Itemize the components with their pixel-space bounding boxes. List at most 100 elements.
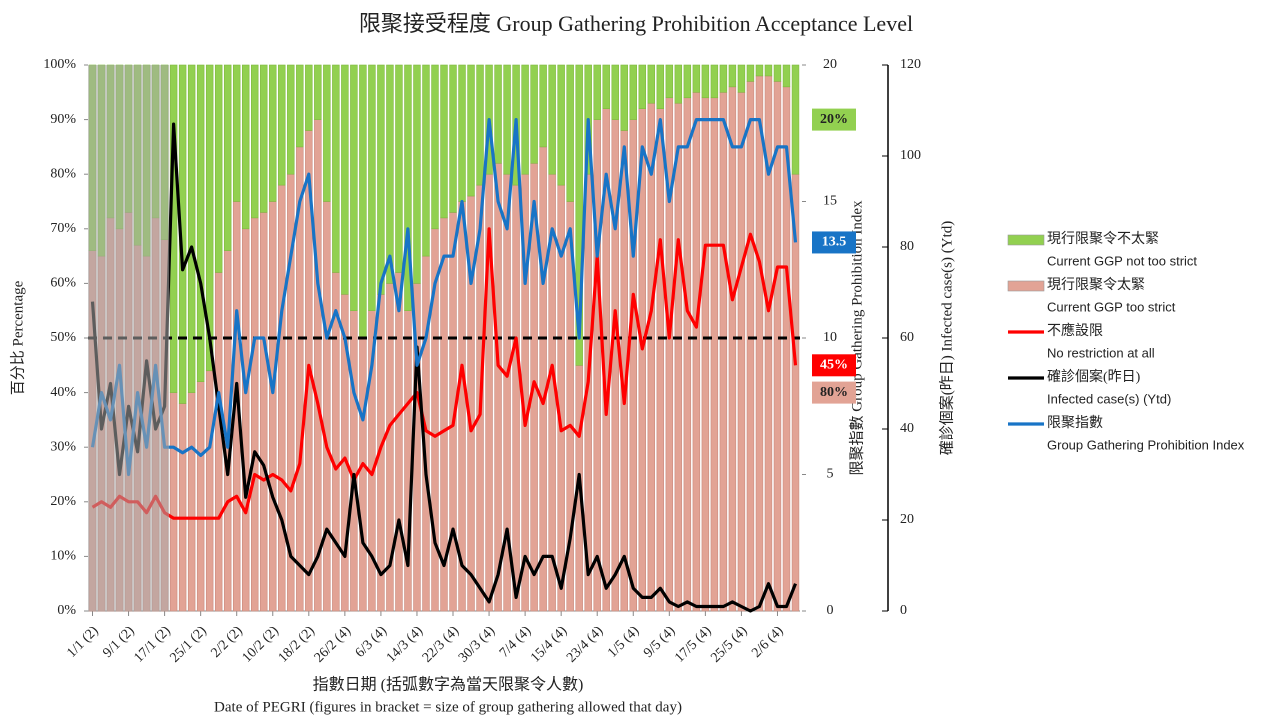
bar <box>692 92 701 612</box>
y-tick-label: 10% <box>50 549 76 564</box>
bar <box>178 403 187 612</box>
bar <box>251 64 259 219</box>
bar <box>350 310 358 612</box>
y-tick-label: 60% <box>50 276 76 291</box>
y-axis-title: 百分比 Percentage <box>9 280 26 395</box>
x-tick-label: 25/5 (4) <box>708 623 750 665</box>
shade <box>88 65 170 611</box>
bar <box>773 64 782 82</box>
bar <box>205 370 214 612</box>
bar <box>557 64 565 186</box>
bar <box>494 162 502 612</box>
bar <box>422 64 430 257</box>
x-tick-label: 1/5 (4) <box>605 623 643 661</box>
x-tick-label: 26/2 (4) <box>312 623 354 665</box>
bar <box>395 272 403 612</box>
end-label-box <box>812 354 856 377</box>
y-tick-label: 0% <box>57 603 76 618</box>
bar <box>611 64 619 120</box>
end-label-box <box>812 108 856 131</box>
bar <box>746 64 755 82</box>
bar <box>476 64 484 186</box>
x-tick-label: 23/4 (4) <box>564 623 606 665</box>
bar <box>764 64 773 77</box>
bar <box>602 64 610 109</box>
bar <box>566 64 574 202</box>
bar <box>692 64 701 93</box>
bar <box>656 64 665 109</box>
bar <box>737 92 746 612</box>
bar <box>629 64 637 120</box>
x-tick-label: 18/2 (2) <box>276 623 318 665</box>
bar <box>593 119 601 612</box>
bar <box>214 272 223 612</box>
y3-tick-label: 100 <box>900 148 921 163</box>
line <box>90 118 798 477</box>
bar <box>395 64 403 273</box>
bar <box>674 102 683 612</box>
y2-tick-label: 5 <box>827 467 834 482</box>
bar <box>278 184 286 612</box>
bar <box>169 392 178 612</box>
bar <box>755 64 764 77</box>
bar <box>332 272 340 612</box>
bar <box>241 228 250 612</box>
bar <box>737 64 746 93</box>
y2-tick-label: 20 <box>823 57 837 72</box>
bar <box>710 64 719 99</box>
bar <box>368 64 376 311</box>
bar <box>638 64 647 109</box>
bar <box>305 64 313 131</box>
y3-tick-label: 80 <box>900 239 914 254</box>
bar <box>449 64 457 213</box>
y-tick-label: 40% <box>50 385 76 400</box>
y-tick-label: 30% <box>50 439 76 454</box>
bar <box>296 64 304 148</box>
bar <box>521 64 529 175</box>
legend-label: 限聚指數 <box>1047 415 1103 431</box>
bar <box>341 64 349 295</box>
x-tick-label: 30/3 (4) <box>456 623 498 665</box>
bar <box>187 392 196 612</box>
bar <box>359 64 367 339</box>
bar <box>728 86 737 612</box>
y2-tick-label: 0 <box>827 603 834 618</box>
bar <box>755 75 764 612</box>
y3-tick-label: 20 <box>900 512 914 527</box>
x-tick-label: 22/3 (4) <box>420 623 462 665</box>
legend-label-en: Current GGP too strict <box>1047 299 1176 314</box>
bar <box>413 64 421 284</box>
bar <box>214 64 223 273</box>
bar <box>728 64 737 88</box>
bar <box>260 212 268 612</box>
y3-tick-label: 120 <box>900 57 921 72</box>
bar <box>674 64 683 104</box>
legend-swatch <box>1007 280 1045 292</box>
x-tick-label: 14/3 (4) <box>384 623 426 665</box>
legend-swatch <box>1007 234 1045 246</box>
end-label-box <box>812 231 856 254</box>
bar <box>232 64 241 202</box>
bar <box>458 64 466 202</box>
legend-label-en: No restriction at all <box>1047 345 1155 360</box>
bar <box>223 64 232 251</box>
bar <box>647 64 656 104</box>
bar <box>494 64 502 164</box>
bar <box>187 64 196 393</box>
legend-label-en: Current GGP not too strict <box>1047 253 1197 268</box>
legend-label: 不應設限 <box>1047 322 1103 339</box>
bar <box>629 119 637 612</box>
legend-label: 現行限聚令太緊 <box>1047 277 1145 293</box>
bar <box>719 64 728 93</box>
y2-axis-title: 限聚指數 Group Gathering Prohibition Index <box>848 200 865 475</box>
bar <box>620 64 628 131</box>
bar <box>241 64 250 230</box>
bar <box>656 108 665 612</box>
bar <box>683 97 692 612</box>
bar <box>539 64 547 148</box>
end-label: 20% <box>820 112 848 127</box>
bar <box>260 64 268 213</box>
x-tick-label: 2/6 (4) <box>749 623 787 661</box>
y-tick-label: 20% <box>50 494 76 509</box>
bar <box>323 64 331 202</box>
